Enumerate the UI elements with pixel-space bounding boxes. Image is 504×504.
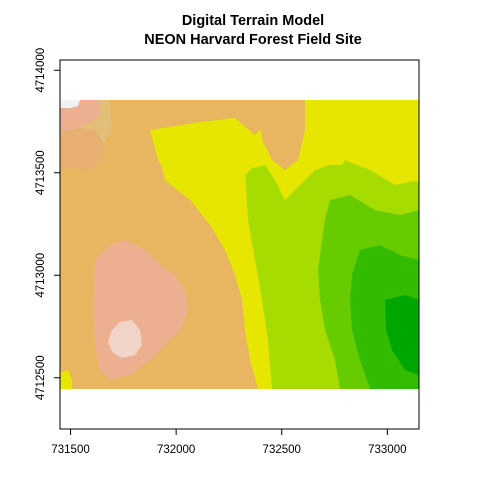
raster-zone-tan-bump bbox=[260, 100, 305, 170]
y-tick-label: 4714000 bbox=[35, 48, 47, 93]
x-axis: 731500 732000 732500 733000 bbox=[51, 428, 407, 456]
raster-zone-tanpink bbox=[60, 128, 105, 170]
map-title-line-2: NEON Harvard Forest Field Site bbox=[144, 32, 362, 48]
map-title-line-1: Digital Terrain Model bbox=[182, 13, 324, 29]
elevation-raster bbox=[60, 100, 419, 389]
x-tick-label: 732000 bbox=[157, 444, 195, 456]
y-tick-label: 4713000 bbox=[35, 253, 47, 298]
y-tick-label: 4712500 bbox=[35, 355, 47, 400]
x-tick-label: 732500 bbox=[263, 444, 301, 456]
raster-zone-yellow-pocket bbox=[150, 118, 260, 200]
raster-zone-peak bbox=[108, 320, 142, 358]
y-axis: 4712500 4713000 4713500 4714000 bbox=[35, 48, 61, 400]
raster-zone-darkestgreen bbox=[385, 295, 419, 375]
y-tick-label: 4713500 bbox=[35, 150, 47, 195]
x-tick-label: 731500 bbox=[51, 444, 89, 456]
raster-zone-yellow-corner bbox=[60, 370, 72, 389]
x-tick-label: 733000 bbox=[368, 444, 406, 456]
raster-zone-yellow-upper-right bbox=[338, 100, 419, 182]
raster-zone-peak-corner bbox=[60, 100, 80, 108]
